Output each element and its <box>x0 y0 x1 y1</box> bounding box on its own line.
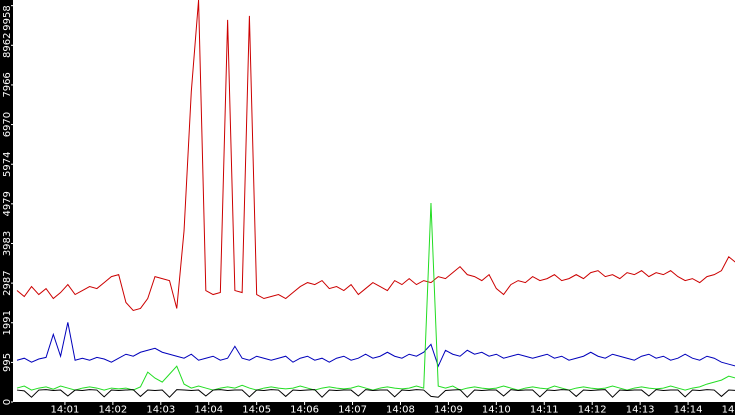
x-tick-label: 14:12 <box>578 405 607 415</box>
x-tick-label: 14:01 <box>51 405 80 415</box>
y-tick-label: 995 <box>2 353 13 372</box>
x-tick-label: 14:11 <box>530 405 559 415</box>
x-tick-label: 14:14 <box>674 405 703 415</box>
series-line <box>16 0 735 312</box>
x-tick-label: 14:05 <box>242 405 271 415</box>
x-tick-label: 14:10 <box>482 405 511 415</box>
y-tick-label: 1991 <box>2 310 13 335</box>
y-axis-strip <box>0 0 13 415</box>
series-line <box>16 202 735 391</box>
y-tick-label: 3983 <box>2 231 13 256</box>
y-tick-label: 2987 <box>2 270 13 295</box>
y-tick-label: 8962 <box>2 33 13 58</box>
series-line <box>16 322 735 368</box>
y-tick-label: 6970 <box>2 112 13 137</box>
x-axis-strip <box>0 402 735 415</box>
y-tick-label: 5974 <box>2 151 13 176</box>
x-tick-label: 14:04 <box>194 405 223 415</box>
x-tick-label: 14:02 <box>98 405 127 415</box>
x-tick-label: 14:06 <box>290 405 319 415</box>
y-tick-label: 9958 <box>2 5 13 30</box>
x-tick-label: 14:07 <box>338 405 367 415</box>
series-line <box>16 389 735 398</box>
y-tick-label: 0 <box>2 399 13 405</box>
y-tick-label: 7966 <box>2 72 13 97</box>
x-tick-label: 14:08 <box>386 405 415 415</box>
y-tick-label: 4979 <box>2 191 13 216</box>
x-tick-label: 14:03 <box>146 405 175 415</box>
x-tick-label: 14:15 <box>722 405 735 415</box>
x-tick-label: 14:09 <box>434 405 463 415</box>
x-tick-label: 14:13 <box>626 405 655 415</box>
